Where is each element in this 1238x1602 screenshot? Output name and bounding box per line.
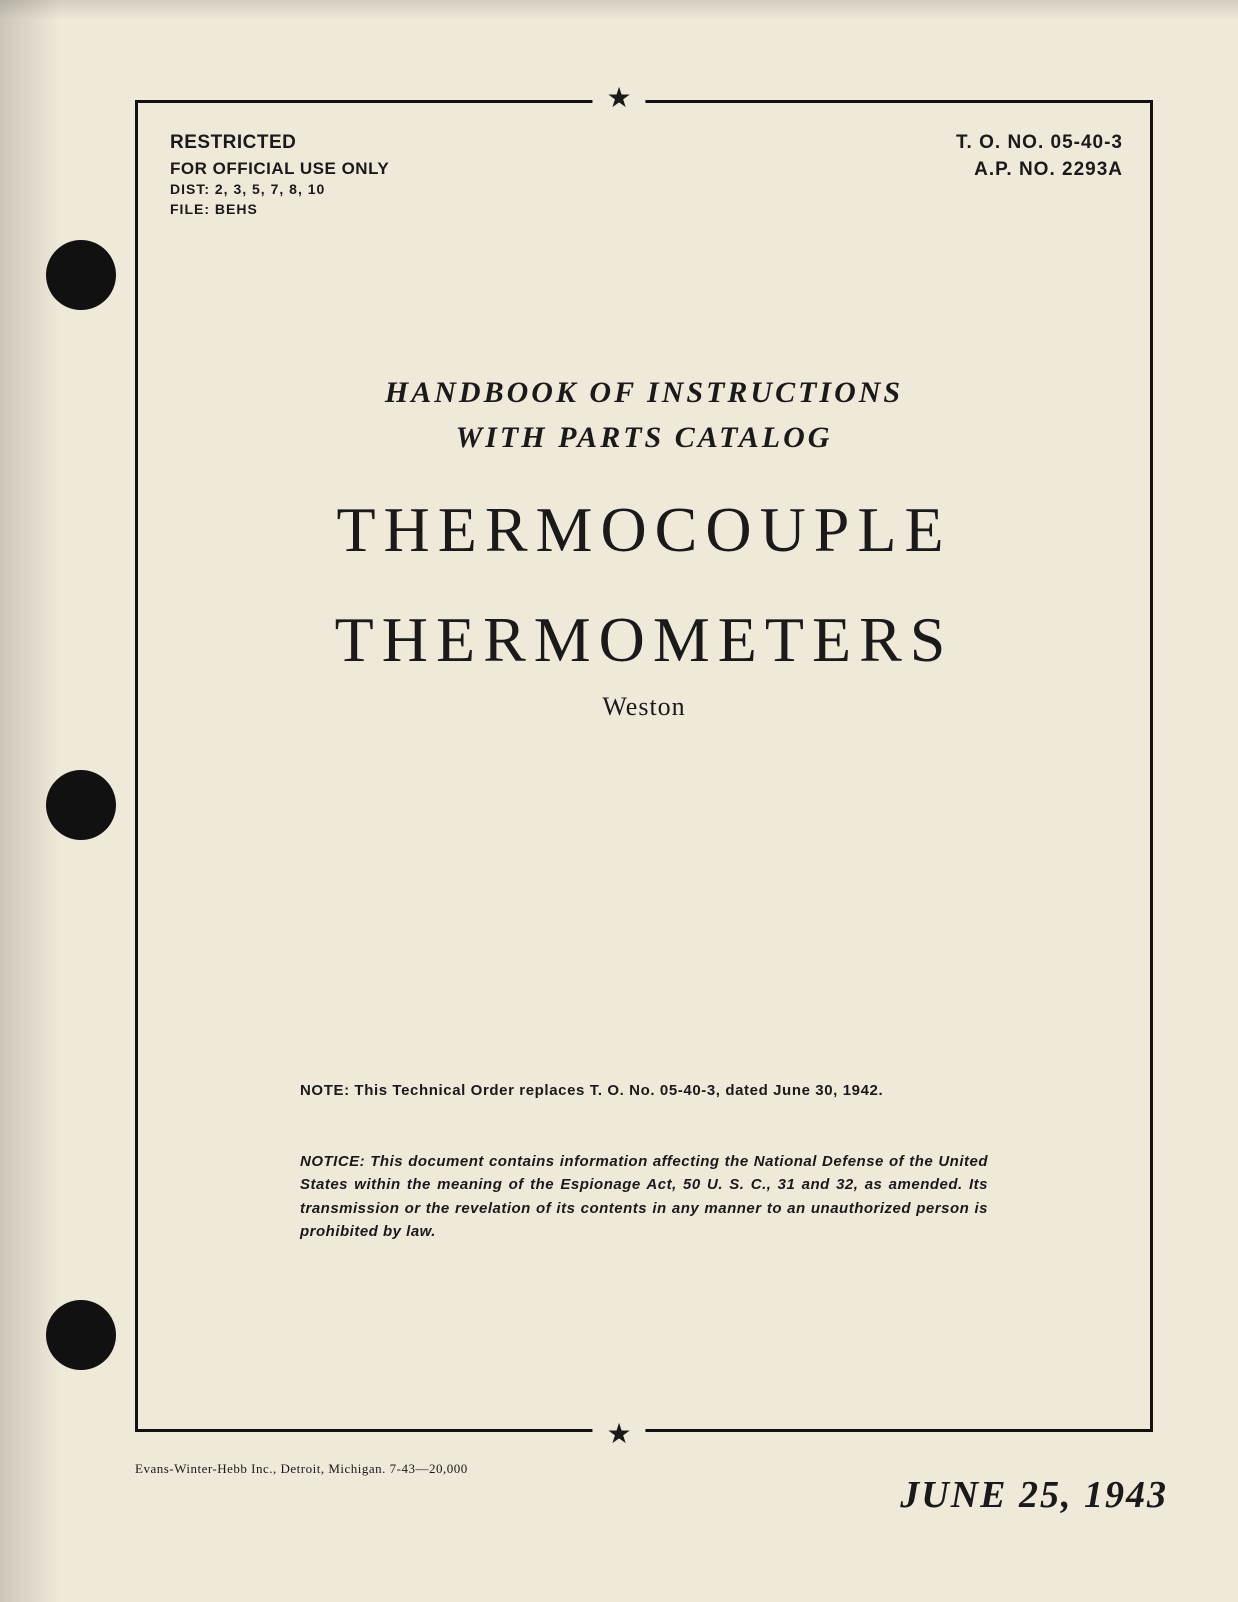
distribution-line: DIST: 2, 3, 5, 7, 8, 10 [170, 180, 389, 200]
manufacturer-name: Weston [135, 692, 1153, 722]
page-shadow-top [0, 0, 1238, 20]
binder-hole [46, 1300, 116, 1370]
binder-hole [46, 770, 116, 840]
to-number: T. O. NO. 05-40-3 [956, 130, 1123, 157]
star-icon: ★ [592, 84, 645, 112]
reference-block: T. O. NO. 05-40-3 A.P. NO. 2293A [956, 130, 1123, 183]
binder-hole [46, 240, 116, 310]
printer-line: Evans-Winter-Hebb Inc., Detroit, Michiga… [135, 1461, 468, 1477]
subtitle-line: HANDBOOK OF INSTRUCTIONS [135, 370, 1153, 415]
subtitle-line: WITH PARTS CATALOG [135, 415, 1153, 460]
main-title-line: THERMOCOUPLE [135, 490, 1153, 570]
star-icon: ★ [592, 1420, 645, 1448]
document-page: ★ ★ RESTRICTED FOR OFFICIAL USE ONLY DIS… [0, 0, 1238, 1602]
ap-number: A.P. NO. 2293A [956, 157, 1123, 184]
replacement-note: NOTE: This Technical Order replaces T. O… [300, 1080, 988, 1103]
classification-block: RESTRICTED FOR OFFICIAL USE ONLY DIST: 2… [170, 130, 389, 220]
publication-date: JUNE 25, 1943 [900, 1473, 1168, 1517]
title-block: HANDBOOK OF INSTRUCTIONS WITH PARTS CATA… [135, 370, 1153, 722]
classification-level: RESTRICTED [170, 130, 389, 157]
espionage-notice: NOTICE: This document contains informati… [300, 1150, 988, 1243]
file-line: FILE: BEHS [170, 200, 389, 220]
classification-usage: FOR OFFICIAL USE ONLY [170, 157, 389, 181]
main-title-line: THERMOMETERS [135, 600, 1153, 680]
